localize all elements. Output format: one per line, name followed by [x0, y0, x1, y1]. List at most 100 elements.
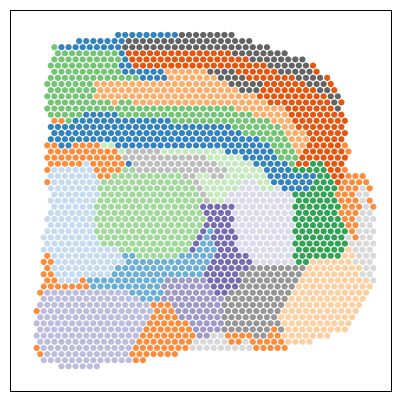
spot-point-cluster-1	[278, 80, 285, 88]
spot-point-cluster-5	[324, 246, 331, 253]
spot-point-cluster-6	[228, 117, 235, 124]
spot-point-cluster-7	[97, 222, 104, 229]
spot-point-cluster-6	[200, 117, 207, 124]
spot-point-cluster-11	[76, 209, 83, 216]
spot-point-cluster-9	[97, 136, 104, 143]
spot-point-cluster-12	[231, 258, 239, 266]
spot-point-cluster-10	[196, 271, 203, 278]
spot-point-cluster-8	[231, 172, 239, 180]
spot-point-cluster-7	[185, 215, 193, 223]
spot-point-cluster-16	[239, 271, 246, 278]
spot-point-cluster-2	[246, 332, 253, 339]
spot-point-cluster-3	[192, 93, 200, 100]
spot-point-cluster-7	[175, 172, 182, 180]
spot-point-cluster-0	[288, 62, 295, 69]
spot-point-cluster-2	[370, 203, 377, 210]
spot-point-cluster-9	[118, 123, 125, 131]
spot-point-cluster-4	[278, 314, 285, 321]
spot-point-cluster-1	[217, 62, 224, 69]
spot-point-cluster-14	[129, 338, 136, 345]
spot-point-cluster-0	[171, 44, 178, 51]
spot-point-cluster-13	[203, 295, 210, 302]
spot-point-cluster-0	[235, 44, 242, 51]
spot-point-cluster-5	[299, 252, 306, 259]
spot-point-cluster-6	[178, 105, 186, 112]
spot-point-cluster-12	[221, 277, 228, 284]
spot-point-cluster-6	[93, 56, 100, 63]
spot-point-cluster-6	[292, 154, 299, 161]
spot-point-cluster-5	[317, 160, 324, 167]
spot-point-cluster-7	[161, 209, 168, 216]
spot-point-cluster-11	[51, 228, 58, 235]
spot-point-cluster-2	[37, 289, 44, 296]
spot-point-cluster-1	[324, 136, 331, 143]
spot-point-cluster-14	[76, 307, 83, 315]
spot-point-cluster-7	[111, 185, 118, 192]
spot-point-cluster-5	[338, 222, 345, 229]
spot-point-cluster-4	[331, 258, 338, 266]
spot-point-cluster-2	[338, 209, 345, 216]
spot-point-cluster-14	[76, 344, 83, 351]
spot-point-cluster-6	[228, 105, 235, 112]
spot-point-cluster-18	[207, 338, 214, 345]
spot-point-cluster-4	[306, 338, 313, 345]
spot-point-cluster-4	[317, 320, 324, 327]
spot-point-cluster-0	[178, 31, 186, 39]
spot-point-cluster-16	[256, 314, 263, 321]
spot-point-cluster-14	[143, 314, 150, 321]
spot-point-cluster-11	[86, 215, 93, 223]
spot-point-cluster-14	[86, 338, 93, 345]
spot-point-cluster-7	[189, 222, 196, 229]
spot-point-cluster-7	[196, 197, 203, 204]
spot-point-cluster-15	[281, 258, 288, 266]
spot-point-cluster-7	[178, 240, 186, 247]
spot-point-cluster-6	[171, 117, 178, 124]
spot-point-cluster-14	[90, 320, 97, 327]
spot-point-cluster-12	[228, 215, 235, 223]
spot-point-cluster-12	[231, 246, 239, 253]
spot-point-cluster-11	[58, 265, 65, 272]
spot-point-cluster-1	[281, 99, 288, 106]
spot-point-cluster-5	[302, 222, 310, 229]
spot-point-cluster-2	[164, 326, 171, 333]
spot-point-cluster-9	[61, 123, 69, 131]
spot-point-cluster-0	[281, 62, 288, 69]
spot-point-cluster-3	[200, 93, 207, 100]
spot-point-cluster-4	[338, 295, 345, 302]
spot-point-cluster-5	[331, 197, 338, 204]
spot-point-cluster-11	[79, 252, 86, 259]
spot-point-cluster-3	[231, 99, 239, 106]
spot-point-cluster-2	[341, 179, 348, 186]
spot-point-cluster-4	[285, 338, 292, 345]
spot-point-cluster-4	[320, 301, 327, 309]
spot-point-cluster-0	[239, 74, 246, 81]
spot-point-cluster-7	[129, 203, 136, 210]
spot-point-cluster-0	[292, 56, 299, 63]
spot-point-cluster-5	[331, 209, 338, 216]
spot-point-cluster-5	[317, 172, 324, 180]
spot-point-cluster-4	[324, 307, 331, 315]
spot-point-cluster-14	[125, 357, 132, 364]
spot-point-cluster-16	[231, 320, 239, 327]
spot-point-cluster-1	[317, 111, 324, 118]
spot-point-cluster-8	[210, 185, 217, 192]
spot-point-cluster-14	[93, 326, 100, 333]
spot-point-cluster-14	[125, 320, 132, 327]
spot-point-cluster-14	[65, 289, 72, 296]
spot-point-cluster-8	[231, 185, 239, 192]
spot-point-cluster-6	[79, 80, 86, 88]
spot-point-cluster-6	[132, 111, 139, 118]
spot-point-cluster-4	[355, 301, 363, 309]
spot-point-cluster-1	[139, 50, 147, 57]
spot-point-cluster-18	[366, 271, 373, 278]
spot-point-cluster-4	[285, 326, 292, 333]
spot-point-cluster-6	[58, 93, 65, 100]
spot-point-cluster-7	[136, 240, 143, 247]
spot-point-cluster-3	[143, 93, 150, 100]
spot-point-cluster-9	[146, 136, 154, 143]
spot-point-cluster-7	[154, 246, 161, 253]
spot-point-cluster-14	[118, 320, 125, 327]
spot-point-cluster-1	[313, 154, 320, 161]
spot-point-cluster-2	[189, 332, 196, 339]
spot-point-cluster-7	[182, 185, 189, 192]
